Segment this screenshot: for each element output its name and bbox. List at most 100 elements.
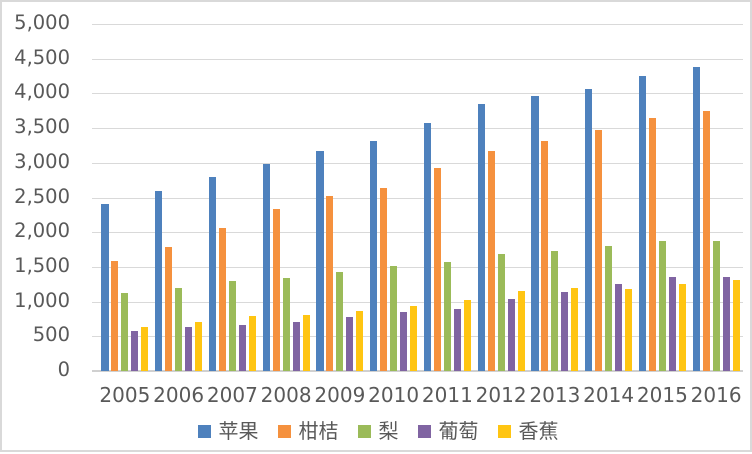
legend-label: 梨 [378, 419, 399, 443]
bar-梨-2006 [175, 288, 183, 371]
bar-group-2008 [259, 24, 313, 371]
bar-葡萄-2016 [722, 276, 730, 371]
bar-香蕉-2016 [732, 280, 740, 371]
legend-item-香蕉: 香蕉 [497, 418, 559, 444]
legend-label: 香蕉 [518, 419, 559, 443]
bar-group-2012 [474, 24, 528, 371]
bar-group-2009 [313, 24, 367, 371]
x-tick-label: 2005 [99, 383, 151, 407]
bar-梨-2015 [658, 241, 666, 371]
bar-苹果-2011 [423, 122, 431, 371]
bar-香蕉-2005 [141, 326, 149, 371]
bar-葡萄-2008 [292, 321, 300, 371]
y-tick-label: 0 [57, 358, 70, 381]
bar-苹果-2006 [155, 190, 163, 371]
bar-柑桔-2013 [541, 141, 549, 371]
bar-香蕉-2006 [195, 322, 203, 371]
bar-柑桔-2006 [165, 246, 173, 371]
bar-香蕉-2010 [410, 305, 418, 371]
bar-柑桔-2012 [487, 151, 495, 371]
bar-柑桔-2015 [648, 117, 656, 371]
x-tick-label: 2015 [636, 383, 688, 407]
bar-葡萄-2007 [238, 325, 246, 371]
bar-苹果-2008 [262, 164, 270, 371]
bar-香蕉-2011 [463, 299, 471, 371]
bar-葡萄-2015 [668, 276, 676, 371]
gridline [92, 232, 743, 234]
bar-group-2005 [98, 24, 152, 371]
bar-葡萄-2010 [400, 312, 408, 371]
y-tick-label: 1,000 [14, 288, 70, 312]
bar-group-2013 [528, 24, 582, 371]
y-axis-labels: 0 500 1,000 1,500 2,000 2,500 3,000 3,500 4,000 4… [2, 2, 70, 454]
bar-梨-2009 [336, 272, 344, 371]
legend-label: 柑桔 [298, 419, 339, 443]
y-tick-label: 500 [32, 323, 70, 347]
x-axis-line [92, 370, 743, 372]
bar-香蕉-2007 [248, 316, 256, 371]
bar-group-2010 [367, 24, 421, 371]
bar-柑桔-2014 [595, 129, 603, 371]
gridline [92, 128, 743, 130]
x-tick-label: 2009 [314, 383, 366, 407]
gridline [92, 301, 743, 303]
bar-葡萄-2012 [507, 298, 515, 371]
bar-柑桔-2008 [272, 209, 280, 371]
gridline [92, 24, 743, 25]
bar-香蕉-2013 [571, 288, 579, 371]
legend-item-柑桔: 柑桔 [277, 418, 339, 444]
bar-group-2016 [689, 24, 743, 371]
bar-group-2006 [152, 24, 206, 371]
y-tick-label: 4,500 [14, 45, 70, 69]
legend-swatch-icon [197, 424, 211, 438]
plot-area [92, 24, 743, 371]
x-tick-label: 2012 [475, 383, 527, 407]
legend-label: 葡萄 [438, 419, 479, 443]
bar-香蕉-2015 [678, 283, 686, 371]
x-tick-label: 2013 [529, 383, 581, 407]
bar-葡萄-2014 [615, 284, 623, 371]
y-tick-label: 2,500 [14, 184, 70, 208]
y-tick-label: 2,000 [14, 219, 70, 243]
bar-苹果-2015 [638, 76, 646, 371]
bar-葡萄-2013 [561, 291, 569, 371]
legend: 苹果 柑桔 梨 葡萄 香蕉 [2, 417, 752, 445]
legend-swatch-icon [417, 424, 431, 438]
bar-苹果-2016 [692, 67, 700, 371]
bar-香蕉-2009 [356, 310, 364, 371]
x-tick-label: 2016 [690, 383, 742, 407]
gridline [92, 197, 743, 199]
gridline [92, 266, 743, 268]
bar-香蕉-2008 [302, 315, 310, 371]
y-tick-label: 4,000 [14, 80, 70, 104]
bar-梨-2011 [443, 262, 451, 371]
bar-葡萄-2009 [346, 316, 354, 371]
y-tick-label: 1,500 [14, 253, 70, 277]
bar-group-2014 [582, 24, 636, 371]
bar-梨-2007 [228, 281, 236, 371]
bar-苹果-2010 [370, 140, 378, 371]
bar-葡萄-2005 [131, 330, 139, 371]
bar-group-2007 [206, 24, 260, 371]
bar-柑桔-2010 [380, 188, 388, 371]
bar-苹果-2005 [101, 204, 109, 371]
gridline [92, 162, 743, 164]
bar-香蕉-2012 [517, 291, 525, 371]
y-tick-label: 3,000 [14, 149, 70, 173]
legend-item-梨: 梨 [357, 418, 399, 444]
legend-swatch-icon [357, 424, 371, 438]
bar-柑桔-2009 [326, 196, 334, 371]
x-tick-label: 2014 [583, 383, 635, 407]
bar-苹果-2009 [316, 151, 324, 371]
bar-葡萄-2006 [185, 327, 193, 371]
legend-swatch-icon [497, 424, 511, 438]
y-tick-label: 5,000 [14, 11, 70, 34]
legend-item-葡萄: 葡萄 [417, 418, 479, 444]
bar-香蕉-2014 [625, 289, 633, 371]
bar-柑桔-2016 [702, 110, 710, 371]
x-tick-label: 2007 [206, 383, 258, 407]
bar-梨-2013 [551, 250, 559, 371]
bar-苹果-2014 [585, 88, 593, 371]
bar-梨-2005 [121, 292, 129, 371]
